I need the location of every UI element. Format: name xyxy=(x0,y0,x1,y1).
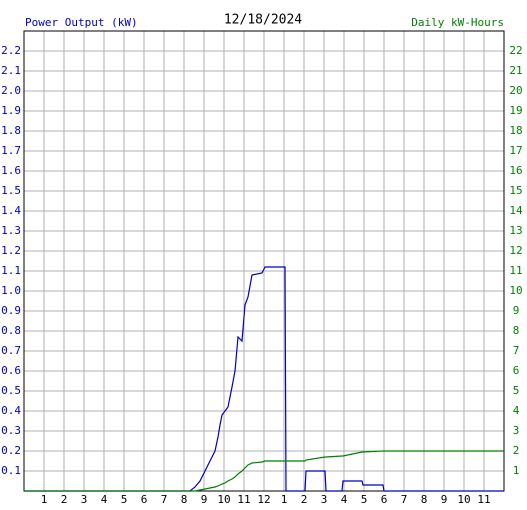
y-tick-label: 2.1 xyxy=(1,64,21,77)
y-tick-label: 1.7 xyxy=(1,144,21,157)
y-tick-label: 0.5 xyxy=(1,384,21,397)
x-tick-label: 11 xyxy=(477,493,490,506)
y2-tick-label: 5 xyxy=(513,384,520,397)
x-tick-label: 1 xyxy=(281,493,288,506)
y2-tick-label: 2 xyxy=(513,444,520,457)
y-tick-label: 1.1 xyxy=(1,264,21,277)
y-tick-label: 0.3 xyxy=(1,424,21,437)
y2-tick-label: 10 xyxy=(509,284,522,297)
x-tick-label: 2 xyxy=(301,493,308,506)
y2-tick-label: 8 xyxy=(513,324,520,337)
y-tick-label: 1.9 xyxy=(1,104,21,117)
y-tick-label: 0.1 xyxy=(1,464,21,477)
y2-tick-label: 9 xyxy=(513,304,520,317)
x-tick-label: 4 xyxy=(101,493,108,506)
y-tick-label: 0.9 xyxy=(1,304,21,317)
y2-tick-label: 19 xyxy=(509,104,522,117)
x-tick-label: 3 xyxy=(81,493,88,506)
x-tick-label: 4 xyxy=(341,493,348,506)
x-tick-label: 10 xyxy=(457,493,470,506)
x-tick-label: 8 xyxy=(181,493,188,506)
y2-tick-label: 18 xyxy=(509,124,522,137)
y2-tick-label: 14 xyxy=(509,204,523,217)
y-tick-label: 1.5 xyxy=(1,184,21,197)
y-tick-label: 0.2 xyxy=(1,444,21,457)
y2-tick-label: 11 xyxy=(509,264,522,277)
y-tick-label: 1.3 xyxy=(1,224,21,237)
chart-title: 12/18/2024 xyxy=(224,13,302,28)
x-tick-label: 5 xyxy=(361,493,368,506)
y2-tick-label: 7 xyxy=(513,344,520,357)
plot-frame xyxy=(23,30,505,492)
x-tick-label: 3 xyxy=(321,493,328,506)
y-tick-label: 1.0 xyxy=(1,284,21,297)
x-tick-label: 6 xyxy=(141,493,148,506)
x-tick-label: 9 xyxy=(201,493,208,506)
y2-tick-label: 20 xyxy=(509,84,522,97)
y2-tick-label: 12 xyxy=(509,244,522,257)
x-tick-label: 6 xyxy=(381,493,388,506)
y2-tick-label: 13 xyxy=(509,224,522,237)
x-tick-label: 1 xyxy=(41,493,48,506)
y-tick-label: 0.6 xyxy=(1,364,21,377)
y-tick-label: 1.2 xyxy=(1,244,21,257)
x-tick-label: 2 xyxy=(61,493,68,506)
y-tick-label: 0.8 xyxy=(1,324,21,337)
y-tick-label: 0.7 xyxy=(1,344,21,357)
data-line xyxy=(24,450,504,492)
x-tick-label: 11 xyxy=(237,493,250,506)
y2-tick-label: 17 xyxy=(509,144,522,157)
y2-tick-label: 4 xyxy=(513,404,520,417)
y-tick-label: 0.4 xyxy=(1,404,21,417)
x-tick-label: 8 xyxy=(421,493,428,506)
y-tick-label: 1.4 xyxy=(1,204,21,217)
x-tick-label: 9 xyxy=(441,493,448,506)
y-tick-label: 2.0 xyxy=(1,84,21,97)
y-tick-label: 1.8 xyxy=(1,124,21,137)
x-tick-label: 7 xyxy=(401,493,408,506)
y2-tick-label: 21 xyxy=(509,64,522,77)
y2-tick-label: 22 xyxy=(509,44,522,57)
y-axis-label: Power Output (kW) xyxy=(25,16,138,29)
y2-tick-label: 15 xyxy=(509,184,522,197)
y2-tick-label: 1 xyxy=(513,464,520,477)
y2-tick-label: 16 xyxy=(509,164,522,177)
y2-tick-label: 3 xyxy=(513,424,520,437)
data-line xyxy=(24,266,504,492)
x-tick-label: 7 xyxy=(161,493,168,506)
x-tick-label: 5 xyxy=(121,493,128,506)
y2-tick-label: 6 xyxy=(513,364,520,377)
y2-axis-label: Daily kW-Hours xyxy=(411,16,504,29)
x-tick-label: 10 xyxy=(217,493,230,506)
x-tick-label: 12 xyxy=(257,493,270,506)
y-tick-label: 2.2 xyxy=(1,44,21,57)
y-tick-label: 1.6 xyxy=(1,164,21,177)
